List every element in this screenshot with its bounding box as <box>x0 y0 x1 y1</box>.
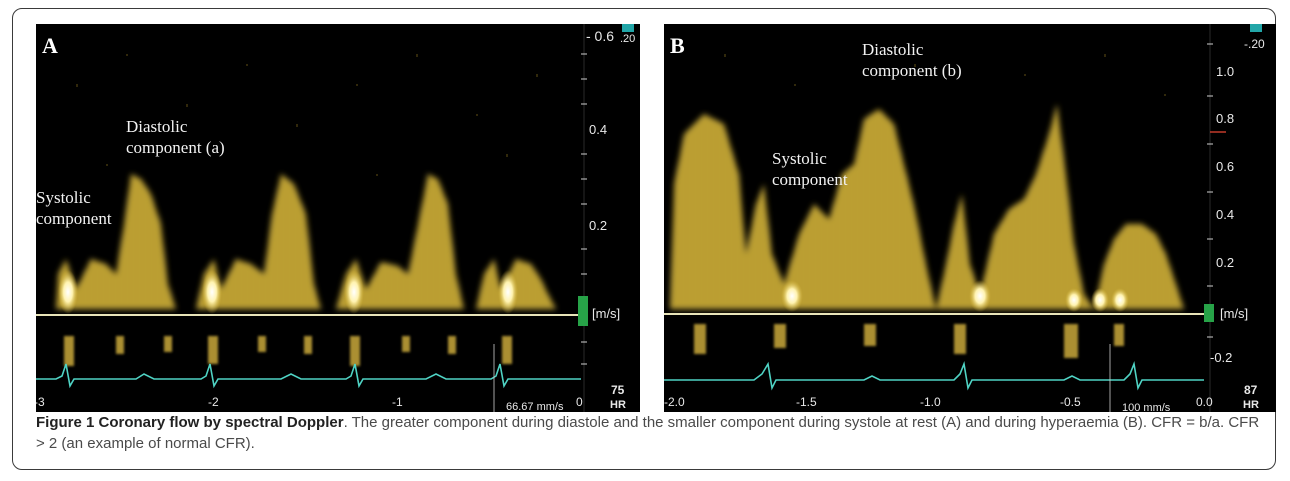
doppler-reflection-a <box>64 336 512 366</box>
caption-title: Figure 1 Coronary flow by spectral Doppl… <box>36 414 344 431</box>
doppler-envelope-b <box>670 104 1184 309</box>
doppler-image-b: -.20 1.0 0.8 0.6 0.4 0.2 [m/s] -0.2 -2.0… <box>664 24 1265 412</box>
hr-value-a: 75 <box>611 383 625 397</box>
panel-label-a: A <box>42 33 58 58</box>
scale-tick-b-1: 0.8 <box>1216 111 1234 126</box>
scale-top-a: - 0.6 <box>586 28 614 44</box>
hr-value-b: 87 <box>1244 383 1258 397</box>
scale-minor-ticks-b <box>1207 43 1213 338</box>
caption-text: . The greater component during diastole … <box>36 414 1260 452</box>
time-tick-b-3: -0.5 <box>1060 395 1081 409</box>
scale-tick-b-4: 0.2 <box>1216 255 1234 270</box>
systolic-hotspots-a <box>58 270 518 314</box>
systolic-label-b-line2: component <box>772 170 848 189</box>
diastolic-label-a-line1: Diastolic <box>126 117 188 136</box>
scale-top-small-b: -.20 <box>1244 37 1265 51</box>
systolic-hotspots-b <box>781 280 1129 312</box>
color-swatch-b <box>1250 24 1262 32</box>
time-tick-b-4: 0.0 <box>1196 395 1213 409</box>
speckle-noise-b <box>724 54 1166 96</box>
ecg-trace-b <box>664 361 1204 391</box>
time-tick-a-1: -2 <box>208 395 219 409</box>
color-swatch-a <box>622 24 634 32</box>
ecg-trace-a <box>36 363 581 389</box>
systolic-label-a-line2: component <box>36 209 112 228</box>
time-tick-a-0: -3 <box>36 395 45 409</box>
doppler-panel-b: -.20 1.0 0.8 0.6 0.4 0.2 [m/s] -0.2 -2.0… <box>664 24 1276 412</box>
diastolic-label-b-line2: component (b) <box>862 61 962 80</box>
time-tick-b-2: -1.0 <box>920 395 941 409</box>
speckle-noise-a <box>76 54 538 176</box>
time-tick-b-0: -2.0 <box>664 395 685 409</box>
scale-tick-b-5: -0.2 <box>1210 350 1232 365</box>
unit-label-a: [m/s] <box>592 306 620 321</box>
scale-tick-b-0: 1.0 <box>1216 64 1234 79</box>
doppler-reflection-b <box>694 324 1124 358</box>
sweep-speed-b: 100 mm/s <box>1122 402 1171 412</box>
panel-divider <box>640 24 664 412</box>
systolic-label-a-line1: Systolic <box>36 188 91 207</box>
diastolic-label-a-line2: component (a) <box>126 138 225 157</box>
scale-tick-a-1: 0.2 <box>589 218 607 233</box>
scale-tick-b-3: 0.4 <box>1216 207 1234 222</box>
scale-top-small-a: .20 <box>620 33 635 45</box>
time-tick-a-3: 0 <box>576 395 583 409</box>
scale-tick-b-2: 0.6 <box>1216 159 1234 174</box>
unit-label-b: [m/s] <box>1220 306 1248 321</box>
scale-minor-ticks-a <box>581 53 587 365</box>
sweep-speed-a: 66.67 mm/s <box>506 401 564 412</box>
scale-marker-a <box>578 296 588 326</box>
figure-caption: Figure 1 Coronary flow by spectral Doppl… <box>36 412 1266 454</box>
doppler-envelope-a <box>56 174 556 309</box>
doppler-image-a: - 0.6 .20 0.4 0.2 [m/s] -3 -2 -1 0 66.67… <box>36 24 635 412</box>
scale-marker-b <box>1204 304 1214 322</box>
diastolic-label-b-line1: Diastolic <box>862 40 924 59</box>
scale-tick-a-0: 0.4 <box>589 122 607 137</box>
hr-label-a: HR <box>610 399 626 411</box>
time-tick-a-2: -1 <box>392 395 403 409</box>
systolic-label-b-line1: Systolic <box>772 149 827 168</box>
doppler-panel-a: - 0.6 .20 0.4 0.2 [m/s] -3 -2 -1 0 66.67… <box>36 24 640 412</box>
panel-label-b: B <box>670 33 685 58</box>
hr-label-b: HR <box>1243 399 1259 411</box>
time-tick-b-1: -1.5 <box>796 395 817 409</box>
